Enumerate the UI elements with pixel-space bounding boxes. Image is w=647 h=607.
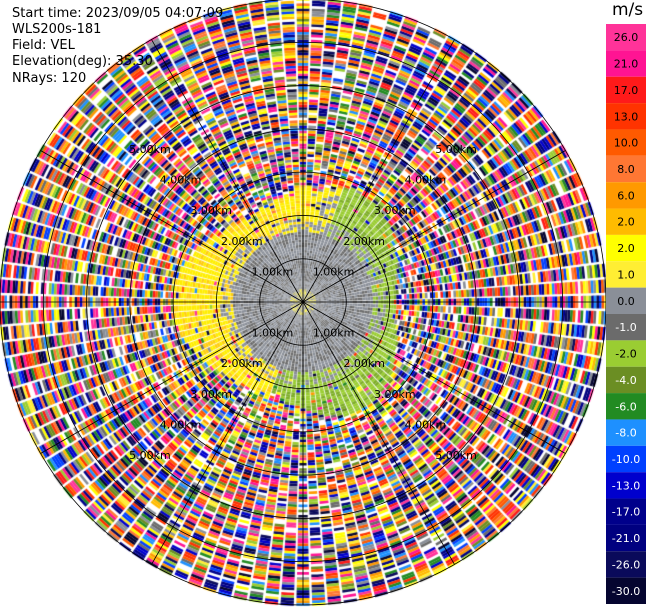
field-label: Field: VEL — [12, 38, 75, 53]
azimuth-spoke — [302, 150, 566, 303]
elevation-label: Elevation(deg): 35.30 — [12, 54, 153, 69]
ring-label: 2.00km — [343, 235, 385, 248]
colorbar-tick-label: -21.0 — [612, 532, 640, 545]
colorbar-tick-label: -13.0 — [612, 479, 640, 492]
azimuth-spoke — [151, 301, 304, 565]
azimuth-spoke — [302, 301, 455, 565]
ring-label: 4.00km — [405, 174, 447, 187]
ring-label: 2.00km — [221, 357, 263, 370]
colorbar-tick-label: -10.0 — [612, 453, 640, 466]
colorbar-bin — [606, 234, 646, 262]
colorbar-bin — [606, 445, 646, 473]
colorbar-tick-label: 1.0 — [617, 268, 635, 281]
colorbar-bin — [606, 498, 646, 525]
colorbar-tick-label: 6.0 — [617, 189, 635, 202]
colorbar-tick-label: -26.0 — [612, 558, 640, 571]
colorbar-bin — [606, 129, 646, 156]
colorbar-bin — [606, 76, 646, 104]
start-time-label: Start time: 2023/09/05 04:07:09 — [12, 6, 224, 21]
azimuth-spoke — [151, 39, 304, 303]
colorbar-bin — [606, 472, 646, 499]
colorbar-tick-label: -17.0 — [612, 506, 640, 519]
colorbar-bin — [606, 24, 646, 51]
ring-label: 2.00km — [343, 357, 385, 370]
instrument-label: WLS200s-181 — [12, 22, 102, 37]
colorbar-bin — [606, 366, 646, 394]
ring-label: 2.00km — [221, 235, 263, 248]
nrays-label: NRays: 120 — [12, 71, 87, 86]
azimuth-spoke — [40, 150, 304, 303]
colorbar-bin — [606, 419, 646, 446]
colorbar-bin — [606, 577, 646, 604]
ring-label: 4.00km — [405, 418, 447, 431]
colorbar-tick-label: 26.0 — [614, 31, 639, 44]
colorbar-tick-label: 2.0 — [617, 242, 635, 255]
ring-label: 3.00km — [190, 204, 232, 217]
colorbar-tick-label: -2.0 — [615, 348, 636, 361]
colorbar: 26.0 21.0 17.0 13.0 10.0 8.0 6.0 2.0 2.0 1.0 0.0 -1… — [606, 24, 646, 604]
colorbar-tick-label: -1.0 — [615, 321, 636, 334]
colorbar-tick-label: -30.0 — [612, 585, 640, 598]
ring-label: 1.00km — [313, 265, 355, 278]
colorbar-bin — [606, 182, 646, 209]
colorbar-tick-label: 2.0 — [617, 216, 635, 229]
colorbar-bin — [606, 524, 646, 552]
colorbar-bin — [606, 155, 646, 183]
colorbar-bin — [606, 393, 646, 420]
ring-label: 5.00km — [129, 143, 171, 156]
ring-label: 4.00km — [160, 418, 202, 431]
ring-label: 4.00km — [160, 174, 202, 187]
azimuth-spoke — [40, 301, 304, 454]
colorbar-tick-label: 13.0 — [614, 110, 639, 123]
ring-label: 5.00km — [435, 143, 477, 156]
colorbar-bin — [606, 314, 646, 341]
colorbar-tick-label: 8.0 — [617, 163, 635, 176]
colorbar-unit: m/s — [612, 0, 644, 20]
colorbar-bin — [606, 287, 646, 314]
azimuth-spoke — [302, 301, 566, 454]
colorbar-bin — [606, 50, 646, 77]
colorbar-bin — [606, 340, 646, 367]
ring-label: 1.00km — [252, 327, 294, 340]
colorbar-bin — [606, 208, 646, 235]
colorbar-tick-label: -4.0 — [615, 374, 636, 387]
azimuth-spoke — [302, 39, 455, 303]
colorbar-tick-label: -6.0 — [615, 400, 636, 413]
colorbar-bin — [606, 261, 646, 288]
ring-label: 5.00km — [435, 449, 477, 462]
colorbar-tick-label: 10.0 — [614, 137, 639, 150]
colorbar-tick-label: -8.0 — [615, 427, 636, 440]
colorbar-bin — [606, 103, 646, 130]
ring-label: 1.00km — [252, 265, 294, 278]
colorbar-tick-label: 0.0 — [617, 295, 635, 308]
ring-label: 5.00km — [129, 449, 171, 462]
colorbar-tick-label: 21.0 — [614, 58, 639, 71]
ring-label: 1.00km — [313, 327, 355, 340]
colorbar-tick-label: 17.0 — [614, 84, 639, 97]
ring-label: 3.00km — [374, 388, 416, 401]
colorbar-bin — [606, 551, 646, 578]
ring-label: 3.00km — [190, 388, 232, 401]
ring-label: 3.00km — [374, 204, 416, 217]
